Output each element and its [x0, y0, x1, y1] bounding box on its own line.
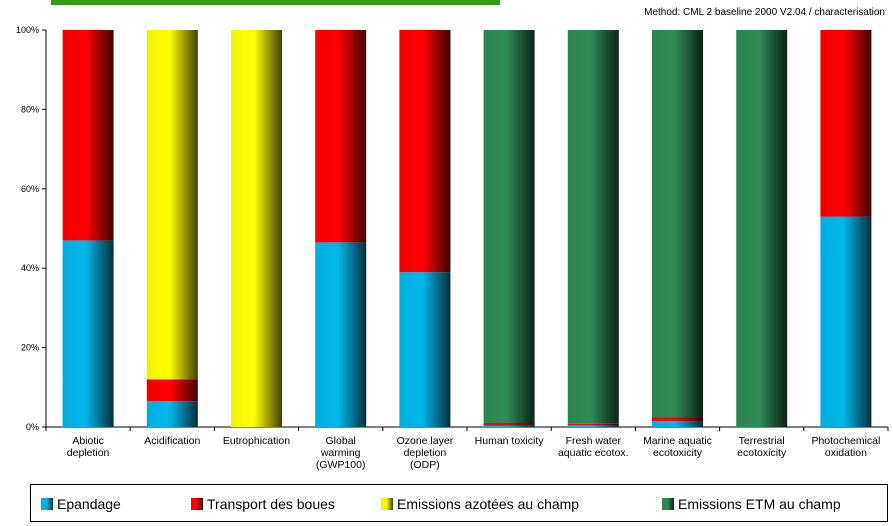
legend-swatch — [41, 498, 53, 510]
x-category-label: Global warming (GWP100) — [316, 435, 366, 471]
x-category-label: Eutrophication — [223, 435, 290, 447]
chart-legend: Epandage Transport des boues Emissions azo… — [30, 484, 888, 522]
legend-swatch — [662, 498, 674, 510]
method-note: Method: CML 2 baseline 2000 V2.04 / char… — [644, 7, 885, 18]
x-category-label: Acidification — [144, 435, 200, 447]
bar-segment — [652, 421, 703, 427]
bar-segment — [62, 240, 114, 427]
x-category-label: Terrestrial ecotoxicity — [737, 435, 787, 459]
bar-segment — [146, 401, 198, 427]
x-category-label: Photochemical oxidation — [811, 435, 880, 459]
bar-segment — [483, 423, 535, 426]
bar-segment — [652, 417, 703, 422]
bar-segment — [736, 30, 788, 427]
x-category-label: Ozone layer depletion (ODP) — [397, 435, 454, 471]
bar-segment — [483, 425, 535, 427]
bar-segment — [146, 30, 198, 380]
y-tick-label: 100% — [16, 25, 39, 35]
y-tick-label: 80% — [21, 104, 39, 114]
x-category-label: Human toxicity — [475, 435, 545, 447]
legend-label: Emissions ETM au champ — [678, 496, 841, 512]
legend-swatch — [381, 498, 393, 510]
x-category-label: Marine aquatic ecotoxicity — [643, 435, 712, 459]
bar-segment — [652, 30, 703, 418]
y-tick-label: 0% — [26, 422, 39, 432]
bar-segment — [820, 216, 872, 427]
bar-segment — [315, 30, 367, 243]
legend-item: Epandage — [41, 496, 121, 512]
bar-segment — [483, 30, 535, 424]
legend-label: Emissions azotées au champ — [397, 496, 580, 512]
bar-segment — [62, 30, 114, 241]
legend-item: Transport des boues — [191, 496, 335, 512]
bar-segment — [567, 425, 619, 427]
y-tick-label: 60% — [21, 184, 39, 194]
y-tick-label: 40% — [21, 263, 39, 273]
bar-segment — [146, 379, 198, 402]
top-accent-bar — [51, 0, 500, 5]
x-category-label: Abiotic depletion — [67, 435, 110, 459]
legend-item: Emissions ETM au champ — [662, 496, 841, 512]
bar-segment — [315, 242, 367, 427]
legend-label: Transport des boues — [207, 496, 335, 512]
legend-swatch — [191, 498, 203, 510]
bar-segment — [399, 272, 451, 427]
bar-segment — [567, 423, 619, 426]
stacked-bar-chart: 0% 20% 40% 60% 80% 100% Abiotic depletion Acidif… — [16, 25, 889, 471]
bar-segment — [399, 30, 451, 273]
bar-segment — [231, 30, 282, 427]
x-category-label: Fresh water aquatic ecotox. — [558, 435, 629, 459]
y-tick-label: 20% — [21, 343, 39, 353]
legend-label: Epandage — [57, 496, 121, 512]
legend-item: Emissions azotées au champ — [381, 496, 579, 512]
bar-segment — [820, 30, 872, 217]
bar-segment — [567, 30, 619, 424]
